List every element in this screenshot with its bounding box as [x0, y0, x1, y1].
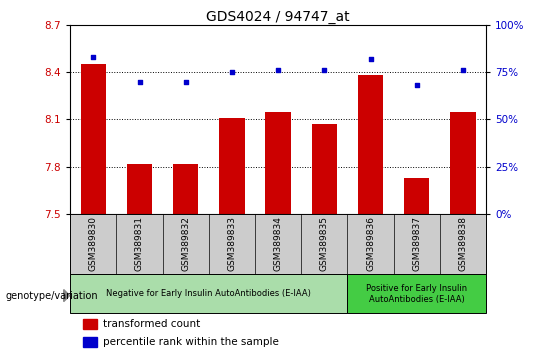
Text: transformed count: transformed count	[104, 319, 201, 329]
Title: GDS4024 / 94747_at: GDS4024 / 94747_at	[206, 10, 350, 24]
Bar	[347, 274, 486, 313]
Bar	[450, 112, 476, 214]
Point	[320, 67, 329, 73]
Text: GSM389831: GSM389831	[135, 216, 144, 271]
Text: GSM389834: GSM389834	[274, 216, 282, 271]
Bar	[265, 112, 291, 214]
Bar	[312, 124, 337, 214]
Point	[274, 67, 282, 73]
Bar	[80, 64, 106, 214]
Text: Positive for Early Insulin
AutoAntibodies (E-IAA): Positive for Early Insulin AutoAntibodie…	[366, 284, 467, 303]
Text: GSM389835: GSM389835	[320, 216, 329, 271]
Text: GSM389830: GSM389830	[89, 216, 98, 271]
Text: GSM389833: GSM389833	[227, 216, 237, 271]
Text: GSM389837: GSM389837	[412, 216, 421, 271]
Text: Negative for Early Insulin AutoAntibodies (E-IAA): Negative for Early Insulin AutoAntibodie…	[106, 289, 311, 298]
Point	[413, 82, 421, 88]
Point	[227, 69, 236, 75]
Bar	[70, 274, 347, 313]
Point	[89, 54, 98, 60]
Bar	[83, 319, 97, 329]
Point	[181, 79, 190, 84]
Text: GSM389838: GSM389838	[458, 216, 468, 271]
Point	[458, 67, 467, 73]
Point	[366, 56, 375, 62]
Text: percentile rank within the sample: percentile rank within the sample	[104, 337, 279, 347]
Point	[135, 79, 144, 84]
Text: genotype/variation: genotype/variation	[5, 291, 98, 301]
Bar	[358, 75, 383, 214]
Polygon shape	[64, 290, 70, 302]
Bar	[173, 164, 198, 214]
Text: GSM389832: GSM389832	[181, 216, 190, 271]
Bar	[83, 337, 97, 347]
Text: GSM389836: GSM389836	[366, 216, 375, 271]
Bar	[127, 164, 152, 214]
Bar	[219, 118, 245, 214]
Bar	[404, 178, 429, 214]
